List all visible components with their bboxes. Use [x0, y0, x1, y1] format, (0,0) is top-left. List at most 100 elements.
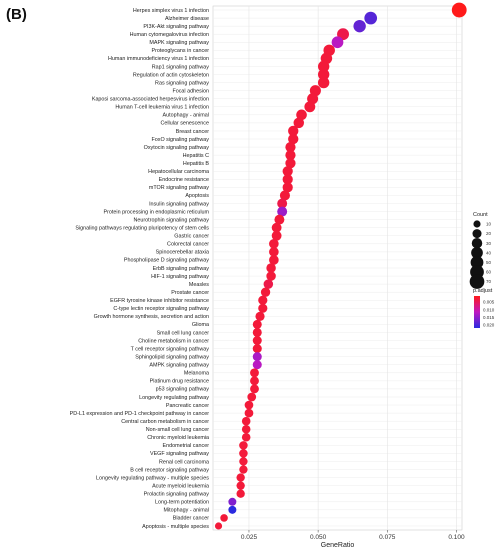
- padjust-legend-title: p.adjust: [473, 288, 493, 294]
- padjust-colorbar: [474, 296, 480, 328]
- category-label: Spinocerebellar ataxia: [156, 250, 209, 256]
- x-axis-title: GeneRatio: [321, 542, 355, 549]
- data-point: [271, 230, 282, 241]
- data-point: [236, 489, 245, 498]
- data-point: [239, 465, 248, 474]
- data-point: [236, 481, 245, 490]
- data-point: [317, 60, 330, 73]
- data-point: [266, 263, 276, 273]
- category-label: Alzheimer disease: [165, 16, 209, 22]
- data-point: [282, 182, 293, 193]
- category-label: Bladder cancer: [173, 516, 209, 522]
- data-point: [317, 68, 330, 81]
- category-label: Signaling pathways regulating pluripoten…: [75, 225, 209, 231]
- category-label: Rap1 signaling pathway: [152, 64, 210, 70]
- category-label: Endocrine resistance: [159, 177, 209, 183]
- category-label: Pancreatic cancer: [166, 403, 209, 409]
- data-point: [285, 150, 296, 161]
- data-point: [244, 408, 254, 418]
- category-label: PD-L1 expression and PD-1 checkpoint pat…: [70, 411, 210, 417]
- category-label: Cellular senescence: [160, 121, 209, 127]
- category-label: VEGF signaling pathway: [150, 451, 209, 457]
- data-point: [241, 433, 251, 442]
- data-point: [228, 505, 237, 514]
- count-legend-dot: [471, 246, 483, 259]
- category-label: HIF-1 signaling pathway: [151, 274, 209, 280]
- data-point: [250, 368, 259, 378]
- category-label: T cell receptor signaling pathway: [131, 346, 210, 352]
- category-label: Platinum drug resistance: [150, 379, 209, 385]
- category-label: Non-small cell lung cancer: [146, 427, 209, 433]
- count-legend-dot: [471, 237, 483, 249]
- data-points: [214, 2, 467, 530]
- data-point: [277, 198, 288, 209]
- category-label: MAPK signaling pathway: [149, 40, 209, 46]
- category-label: Proteoglycans in cancer: [151, 48, 209, 54]
- data-point: [269, 238, 279, 249]
- category-label: Mitophagy - animal: [163, 508, 209, 514]
- category-label: Human T-cell leukemia virus 1 infection: [115, 105, 209, 111]
- category-label: Prostate cancer: [171, 290, 209, 296]
- data-point: [247, 392, 257, 402]
- data-point: [353, 19, 366, 33]
- count-legend-dot: [472, 229, 482, 239]
- data-point: [252, 327, 262, 338]
- count-legend-label: 40: [486, 250, 492, 255]
- count-legend-title: Count: [473, 212, 488, 218]
- category-label: Phospholipase D signaling pathway: [124, 258, 209, 264]
- data-point: [331, 36, 344, 49]
- category-label: Hepatitis B: [183, 161, 209, 167]
- category-label: Protein processing in endoplasmic reticu…: [104, 209, 210, 215]
- data-point: [220, 514, 228, 522]
- padjust-legend-label: 0.015: [483, 315, 495, 320]
- category-label: FoxO signaling pathway: [151, 137, 209, 143]
- padjust-legend-label: 0.010: [483, 307, 495, 312]
- category-label: EGFR tyrosine kinase inhibitor resistanc…: [110, 298, 209, 304]
- data-point: [260, 287, 271, 297]
- data-point: [252, 336, 262, 346]
- category-label: Insulin signaling pathway: [149, 201, 209, 207]
- category-label: Longevity regulating pathway - multiple …: [96, 475, 209, 481]
- count-legend-label: 60: [486, 270, 492, 275]
- data-point: [214, 522, 223, 530]
- data-point: [252, 352, 262, 362]
- x-tick-label: 0.100: [448, 534, 465, 541]
- category-label: Autophagy - animal: [163, 113, 209, 119]
- category-label: Apoptosis: [185, 193, 209, 199]
- padjust-legend-label: 0.005: [483, 300, 495, 305]
- category-label: Oxytocin signaling pathway: [144, 145, 210, 151]
- category-label: Long-term potentiation: [155, 500, 209, 506]
- category-label: Neurotrophin signaling pathway: [133, 217, 209, 223]
- data-point: [266, 271, 276, 281]
- x-tick-label: 0.050: [310, 534, 327, 541]
- category-label: Choline metabolism in cancer: [138, 338, 209, 344]
- category-label: Glioma: [192, 322, 209, 328]
- data-point: [304, 101, 316, 113]
- x-tick-label: 0.075: [379, 534, 396, 541]
- data-point: [252, 319, 262, 329]
- count-legend-dot: [469, 274, 485, 289]
- count-legend-items: 10 20 30 40 50 60 70: [469, 220, 492, 289]
- category-label: Regulation of actin cytoskeleton: [133, 72, 209, 78]
- data-point: [282, 166, 293, 177]
- data-point: [250, 384, 259, 394]
- count-legend-label: 20: [486, 231, 492, 236]
- category-label: Chronic myeloid leukemia: [147, 435, 209, 441]
- category-label: Ras signaling pathway: [155, 80, 209, 86]
- padjust-legend-labels: 0.005 0.010 0.015 0.020: [483, 300, 495, 328]
- data-point: [250, 376, 259, 386]
- category-label: Acute myeloid leukemia: [152, 483, 209, 489]
- category-label: Hepatocellular carcinoma: [148, 169, 209, 175]
- category-label: Growth hormone synthesis, secretion and …: [94, 314, 209, 320]
- data-point: [239, 457, 248, 466]
- data-point: [285, 158, 296, 169]
- category-label: B cell receptor signaling pathway: [130, 467, 209, 473]
- category-label: Colorectal cancer: [167, 242, 209, 248]
- data-point: [255, 311, 265, 321]
- category-label: AMPK signaling pathway: [149, 363, 209, 369]
- category-label: Central carbon metabolism in cancer: [121, 419, 209, 425]
- category-label: Measles: [189, 282, 209, 288]
- data-point: [239, 449, 248, 458]
- category-label: mTOR signaling pathway: [149, 185, 209, 191]
